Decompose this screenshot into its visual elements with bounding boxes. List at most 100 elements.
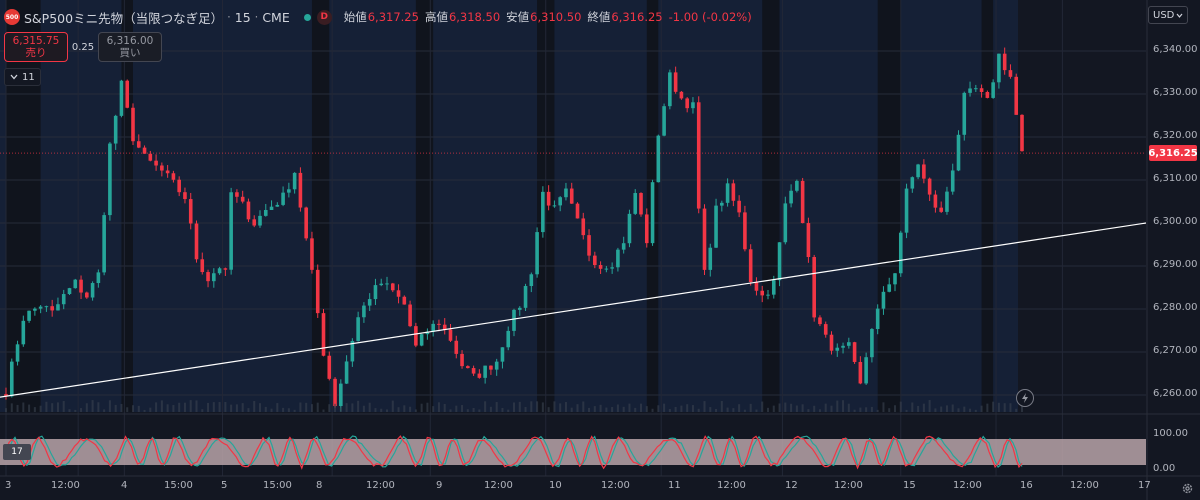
candle-body bbox=[887, 284, 892, 292]
interval-label[interactable]: 15 bbox=[234, 9, 251, 25]
time-axis-label: 12:00 bbox=[953, 480, 982, 491]
candle-body bbox=[910, 177, 915, 189]
candle-body bbox=[748, 249, 753, 282]
candle-body bbox=[477, 373, 482, 378]
volume-bar bbox=[899, 401, 902, 412]
volume-bar bbox=[709, 407, 712, 412]
volume-bar bbox=[963, 406, 966, 412]
volume-bar bbox=[928, 400, 931, 412]
volume-bar bbox=[224, 401, 227, 412]
volume-bar bbox=[622, 406, 625, 412]
candle-body bbox=[252, 219, 257, 226]
volume-bar bbox=[91, 400, 94, 412]
volume-bar bbox=[235, 404, 238, 412]
volume-bar bbox=[264, 406, 267, 412]
volume-bar bbox=[865, 407, 868, 412]
candle-body bbox=[483, 365, 487, 378]
volume-bar bbox=[230, 404, 233, 412]
candle-body bbox=[593, 255, 597, 266]
candle-body bbox=[991, 82, 995, 98]
volume-bar bbox=[270, 408, 273, 412]
lightning-glyph bbox=[1022, 393, 1028, 403]
volume-bar bbox=[39, 405, 42, 412]
volume-bar bbox=[143, 409, 146, 412]
volume-bar bbox=[22, 402, 25, 412]
candle-body bbox=[310, 238, 314, 270]
volume-bar bbox=[588, 407, 591, 412]
volume-bar bbox=[582, 401, 585, 412]
symbol-legend[interactable]: 500 S&P500ミニ先物（当限つなぎ足） · 15 · CME D 始値 6… bbox=[4, 7, 758, 27]
candle-body bbox=[864, 357, 868, 384]
chevron-down-icon bbox=[10, 74, 18, 80]
time-axis-label: 8 bbox=[316, 480, 323, 491]
candle-body bbox=[650, 182, 655, 244]
candle-body bbox=[621, 243, 626, 250]
candle-body bbox=[38, 306, 43, 309]
candle-body bbox=[200, 259, 205, 273]
candle-body bbox=[552, 205, 557, 207]
candle-body bbox=[396, 290, 401, 297]
candle-body bbox=[558, 197, 562, 206]
sell-button[interactable]: 6,315.75 売り bbox=[4, 32, 68, 62]
volume-bar bbox=[362, 405, 365, 412]
volume-bar bbox=[888, 408, 891, 412]
dark-session-band bbox=[121, 0, 133, 412]
chevron-down-icon bbox=[1176, 13, 1183, 18]
candle-body bbox=[217, 268, 222, 274]
volume-bar bbox=[16, 404, 19, 412]
delayed-data-badge[interactable]: D bbox=[316, 9, 332, 25]
price-axis-label: 6,320.00 bbox=[1153, 130, 1198, 141]
open-value: 6,317.25 bbox=[367, 10, 419, 24]
candle-body bbox=[968, 88, 972, 93]
volume-bar bbox=[518, 401, 521, 412]
candle-body bbox=[500, 347, 505, 362]
volume-bar bbox=[282, 407, 285, 412]
candle-body bbox=[777, 242, 782, 281]
candle-body bbox=[581, 218, 586, 236]
lightning-icon[interactable] bbox=[1016, 389, 1034, 407]
volume-bar bbox=[172, 405, 175, 412]
candle-body bbox=[183, 192, 187, 200]
candle-body bbox=[356, 317, 360, 341]
buy-price: 6,316.00 bbox=[106, 35, 154, 47]
volume-bar bbox=[934, 408, 937, 412]
candle-body bbox=[875, 308, 880, 330]
currency-select[interactable]: USD bbox=[1148, 6, 1188, 24]
candle-body bbox=[333, 378, 337, 407]
candle-body bbox=[281, 192, 285, 205]
buy-button[interactable]: 6,316.00 買い bbox=[98, 32, 162, 62]
gear-icon[interactable] bbox=[1180, 481, 1194, 495]
volume-bar bbox=[489, 406, 492, 412]
volume-bar bbox=[691, 405, 694, 412]
volume-bar bbox=[576, 404, 579, 412]
candle-body bbox=[656, 135, 661, 183]
candle-body bbox=[362, 305, 366, 318]
oscillator-badge[interactable]: 17 bbox=[3, 444, 31, 460]
indicators-toggle-button[interactable]: 11 bbox=[4, 68, 41, 86]
volume-bar bbox=[414, 409, 417, 412]
volume-bar bbox=[114, 404, 117, 412]
oscillator-axis-label: 0.00 bbox=[1153, 463, 1176, 474]
volume-bar bbox=[894, 405, 896, 412]
volume-bar bbox=[351, 403, 354, 412]
candle-body bbox=[44, 306, 49, 308]
candle-body bbox=[806, 223, 811, 258]
candle-body bbox=[240, 196, 245, 202]
volume-bar bbox=[611, 407, 614, 412]
exchange-label: CME bbox=[262, 9, 290, 25]
volume-bar bbox=[195, 400, 198, 412]
volume-bar bbox=[201, 409, 204, 412]
candle-body bbox=[829, 334, 834, 351]
volume-bar bbox=[132, 405, 134, 412]
volume-bar bbox=[218, 402, 221, 412]
candle-body bbox=[258, 215, 262, 226]
volume-bar bbox=[911, 402, 914, 412]
volume-bar bbox=[605, 407, 608, 412]
symbol-title[interactable]: S&P500ミニ先物（当限つなぎ足） bbox=[24, 10, 224, 26]
symbol-logo: 500 bbox=[4, 9, 20, 25]
volume-bar bbox=[657, 405, 660, 412]
time-axis-label: 12:00 bbox=[51, 480, 80, 491]
volume-bar bbox=[397, 407, 400, 412]
volume-bar bbox=[593, 406, 596, 412]
